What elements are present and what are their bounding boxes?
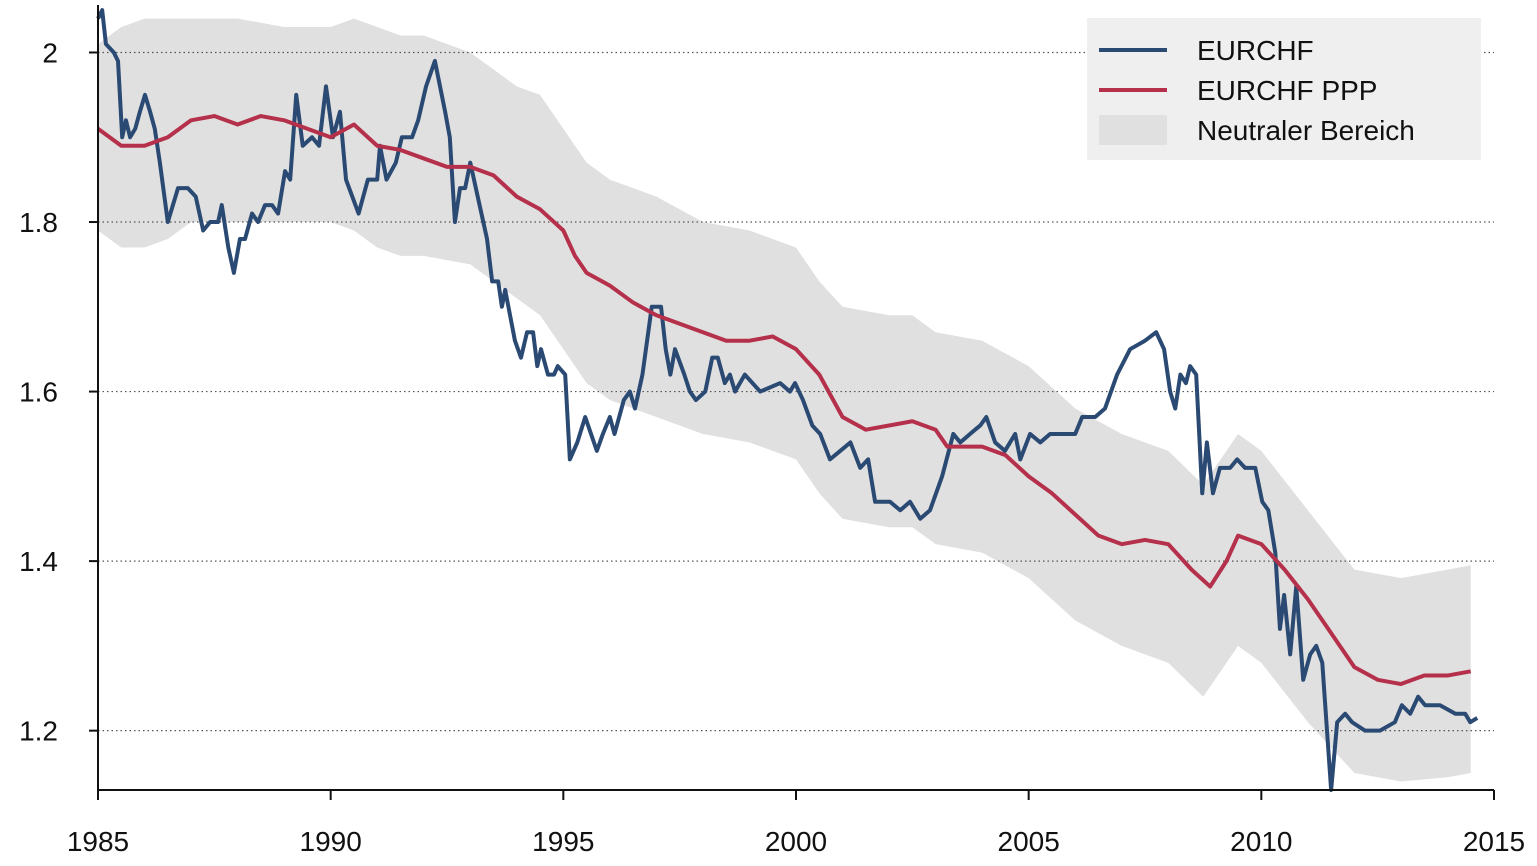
x-tick-label: 2010 [1230, 826, 1292, 857]
y-tick-label: 1.6 [19, 377, 58, 408]
series-line [96, 114, 1472, 687]
band-layer [98, 18, 1471, 782]
y-tick-label: 1.2 [19, 716, 58, 747]
y-tick-label: 1.4 [19, 546, 58, 577]
legend-label: Neutraler Bereich [1197, 115, 1415, 146]
axis-layer: 1.2 1.4 1.6 1.8 2 1985 1990 1995 2000 2005 2010 201… [19, 5, 1525, 857]
neutral-band [98, 18, 1471, 782]
legend-swatch [1099, 115, 1167, 145]
x-tick-label: 1990 [300, 826, 362, 857]
legend: EURCHF EURCHF PPP Neutraler Bereich [1087, 18, 1481, 160]
legend-label: EURCHF PPP [1197, 75, 1377, 106]
y-tick-label: 1.8 [19, 207, 58, 238]
x-tick-label: 2015 [1463, 826, 1525, 857]
x-tick-label: 1985 [67, 826, 129, 857]
legend-label: EURCHF [1197, 35, 1314, 66]
series-line [96, 8, 1479, 792]
line-layer [96, 8, 1479, 792]
grid-layer [98, 51, 1494, 732]
x-tick-label: 2005 [998, 826, 1060, 857]
y-tick-label: 2 [42, 37, 58, 68]
x-tick-label: 1995 [532, 826, 594, 857]
x-tick-label: 2000 [765, 826, 827, 857]
